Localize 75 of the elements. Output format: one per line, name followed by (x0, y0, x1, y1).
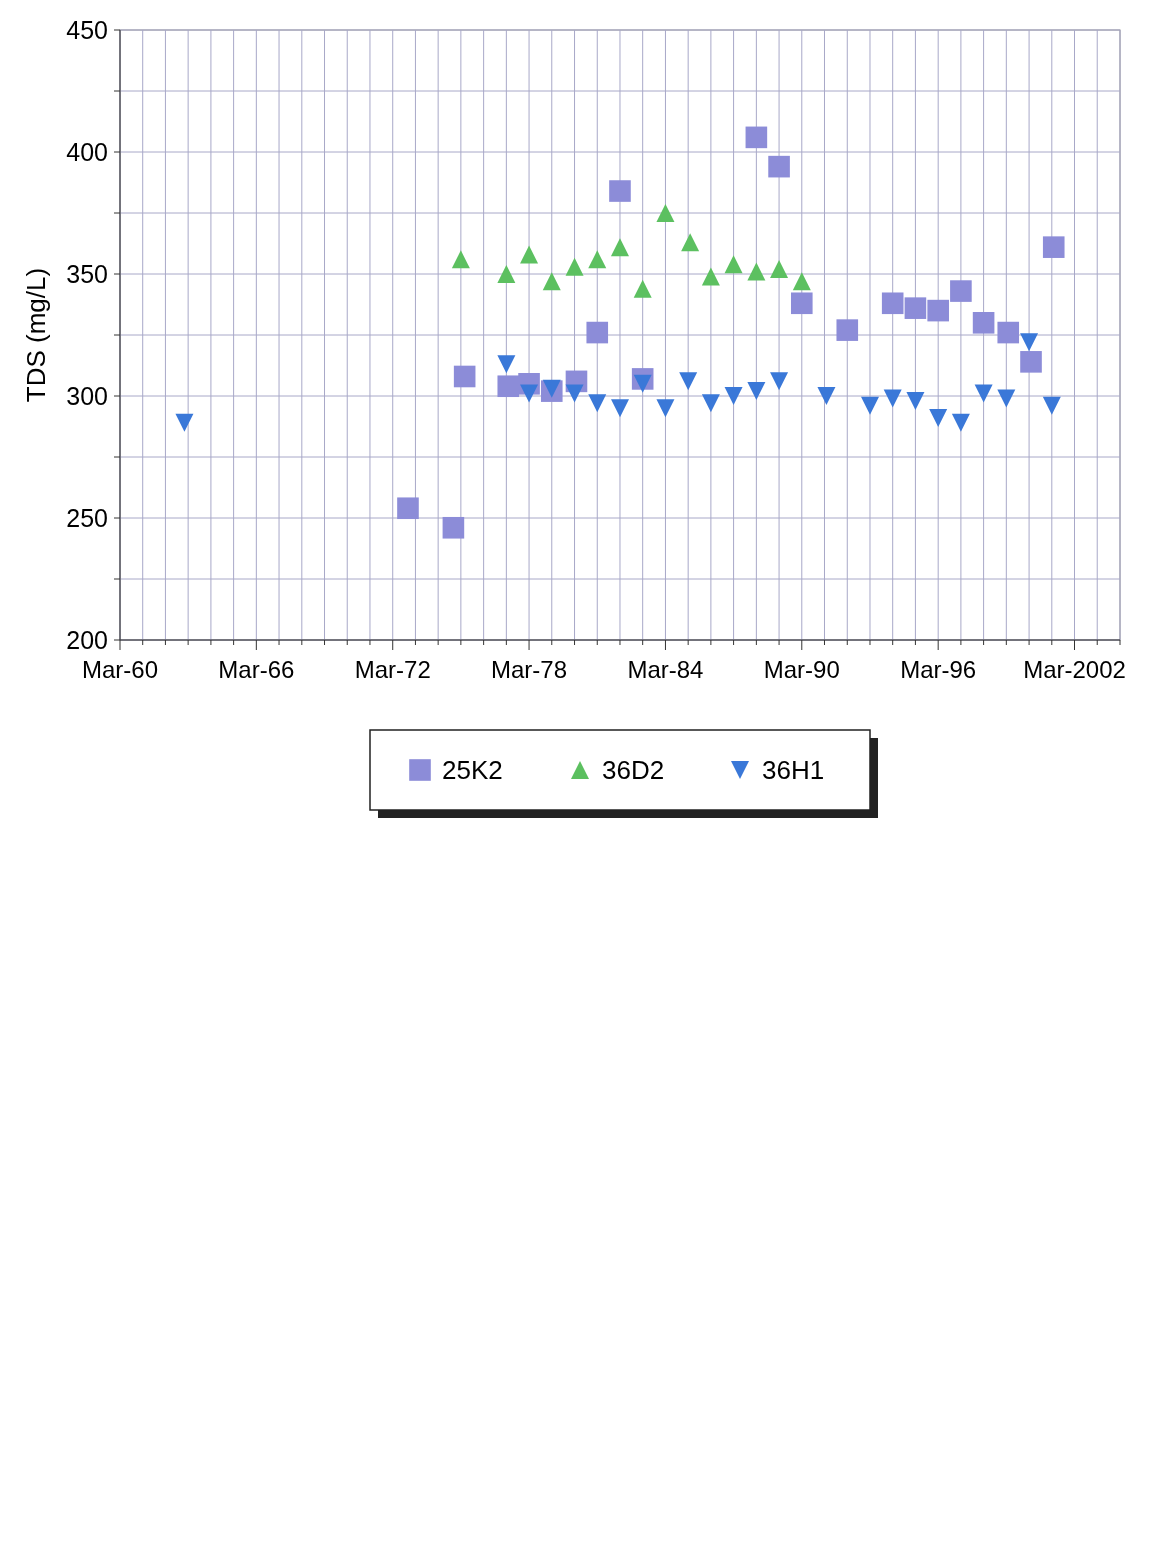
point (972, 312, 995, 334)
point (681, 233, 700, 252)
legend-label: 36H1 (762, 755, 825, 785)
point (497, 355, 516, 374)
y-tick-label: 200 (66, 626, 108, 654)
x-tick-label: Mar-66 (218, 656, 295, 683)
point (927, 299, 949, 322)
point (586, 321, 609, 344)
point (565, 257, 584, 276)
point (679, 372, 698, 391)
point (633, 279, 652, 298)
point (520, 245, 539, 264)
point (588, 394, 607, 413)
point (997, 321, 1020, 344)
point (904, 297, 927, 319)
x-tick-label: Mar-78 (491, 656, 568, 683)
point (906, 391, 925, 410)
point (542, 379, 561, 398)
x-tick-label: Mar-84 (627, 656, 704, 683)
point (951, 413, 970, 432)
x-tick-label: Mar-96 (900, 656, 977, 683)
point (701, 267, 720, 286)
point (790, 292, 813, 315)
point (588, 250, 607, 269)
y-tick-label: 350 (66, 260, 108, 288)
y-tick-label: 450 (66, 16, 108, 44)
point (747, 382, 766, 401)
point (610, 238, 629, 257)
point (768, 155, 790, 178)
point (633, 374, 652, 393)
point (747, 262, 766, 281)
point (656, 204, 675, 222)
point (610, 399, 629, 418)
point (1042, 396, 1061, 415)
point (770, 372, 789, 391)
point (817, 387, 836, 405)
point (770, 260, 789, 279)
y-tick-label: 250 (66, 504, 108, 532)
x-tick-label: Mar-60 (81, 656, 159, 683)
x-tick-label: Mar-2002 (1023, 656, 1126, 683)
y-tick-label: 400 (66, 138, 108, 166)
point (497, 375, 520, 398)
point (974, 384, 993, 403)
point (565, 384, 584, 403)
point (1042, 236, 1065, 258)
point (881, 292, 904, 315)
point (442, 516, 465, 539)
point (724, 387, 743, 405)
y-tick-label: 300 (66, 382, 108, 410)
point (792, 272, 811, 291)
point (883, 389, 902, 408)
point (929, 408, 948, 427)
point (542, 272, 561, 291)
legend-label: 25K2 (442, 755, 503, 785)
point (397, 497, 419, 520)
point (745, 126, 768, 149)
point (701, 394, 720, 413)
point (656, 399, 675, 418)
x-tick-label: Mar-90 (763, 656, 840, 683)
legend-label: 36D2 (602, 755, 665, 785)
point (175, 413, 194, 432)
x-tick-label: Mar-72 (354, 656, 431, 683)
point (950, 280, 972, 302)
y-axis-title: TDS (mg/L) (21, 267, 51, 403)
point (453, 365, 476, 388)
point (1020, 333, 1039, 352)
point (860, 396, 879, 415)
point (451, 250, 470, 269)
point (836, 319, 859, 341)
point (497, 265, 516, 283)
point (1020, 351, 1042, 373)
point (724, 255, 743, 274)
point (520, 384, 539, 403)
point (997, 389, 1016, 408)
point (609, 180, 631, 202)
